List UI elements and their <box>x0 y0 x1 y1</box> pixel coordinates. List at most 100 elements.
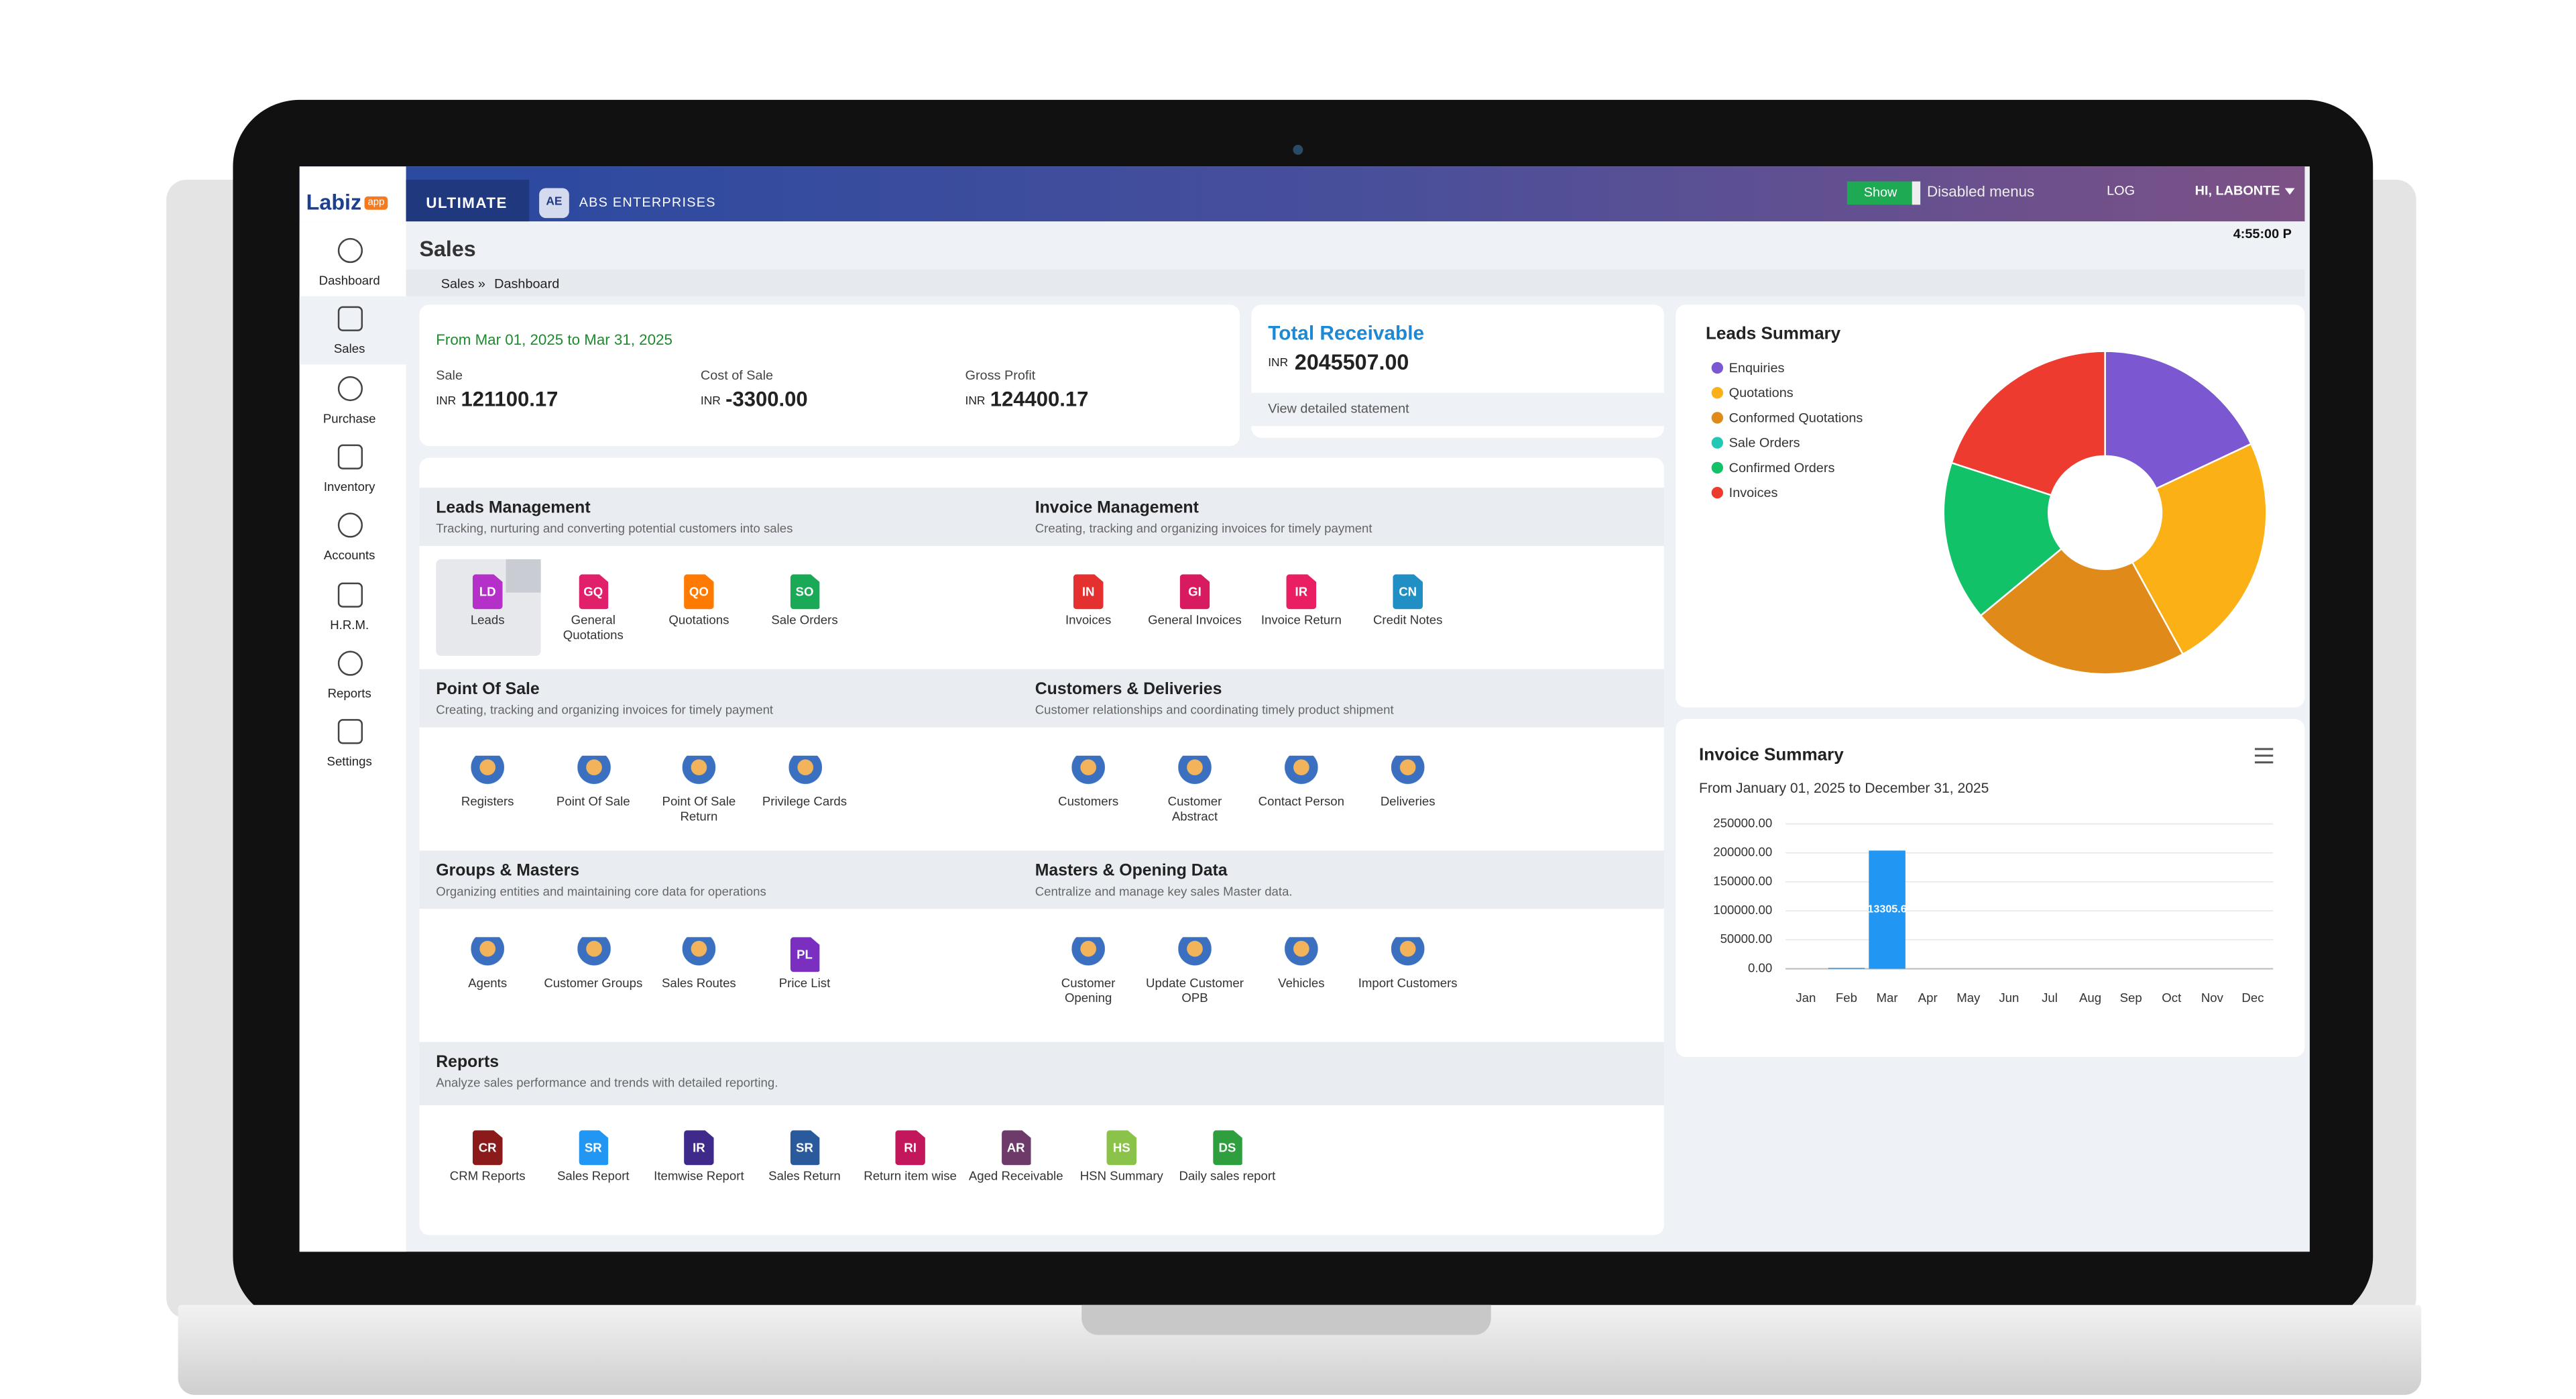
sidebar-icon <box>337 306 363 332</box>
item-label[interactable]: Sales Report <box>557 1168 630 1184</box>
item-label[interactable]: Deliveries <box>1380 793 1436 809</box>
item-label[interactable]: Customers <box>1058 793 1119 809</box>
sidebar-label[interactable]: Sales <box>333 341 365 357</box>
log[interactable]: LOG <box>2107 183 2135 199</box>
x-tick-label: Jan <box>1796 991 1816 1005</box>
item-icon[interactable]: IN <box>1073 574 1104 610</box>
item-label[interactable]: Leads <box>470 612 505 628</box>
receivable-link[interactable]: View detailed statement <box>1268 401 1409 416</box>
add-tab[interactable] <box>506 559 541 593</box>
item-icon[interactable] <box>1071 755 1105 789</box>
item-icon[interactable]: SO <box>789 574 820 610</box>
item-icon[interactable] <box>471 937 505 970</box>
item-icon[interactable] <box>471 755 505 789</box>
metric-label: Gross Profit <box>965 368 1036 383</box>
item-label[interactable]: Credit Notes <box>1372 612 1443 628</box>
company[interactable]: ABS ENTERPRISES <box>579 194 716 210</box>
item-label[interactable]: Update Customer OPB <box>1146 975 1244 1005</box>
item-label[interactable]: Point Of Sale <box>556 793 630 809</box>
item-label[interactable]: Daily sales report <box>1179 1168 1276 1184</box>
sidebar-label[interactable]: Settings <box>327 754 372 769</box>
item-icon[interactable] <box>682 937 716 970</box>
x-tick-label: Sep <box>2120 991 2142 1005</box>
item-label[interactable]: General Invoices <box>1148 612 1242 628</box>
toggle[interactable]: Show <box>1847 181 1921 205</box>
item-icon[interactable] <box>1285 937 1318 970</box>
sidebar-label[interactable]: Dashboard <box>318 273 380 288</box>
sidebar-label[interactable]: H.R.M. <box>330 616 369 632</box>
sidebar-label[interactable]: Reports <box>327 685 371 701</box>
item-label[interactable]: Point Of Sale Return <box>662 793 736 824</box>
item-icon[interactable]: AR <box>1000 1130 1031 1166</box>
plan: ULTIMATE <box>426 194 508 212</box>
item-label[interactable]: Import Customers <box>1358 975 1458 991</box>
item-icon[interactable]: CR <box>472 1130 503 1166</box>
section-subtitle: Creating, tracking and organizing invoic… <box>436 702 774 718</box>
pie-slice <box>1979 547 2184 675</box>
item-label[interactable]: Quotations <box>668 612 729 628</box>
item-icon[interactable] <box>1178 937 1212 970</box>
user-caret <box>2284 188 2295 195</box>
item-icon[interactable]: PL <box>789 937 820 972</box>
item-label[interactable]: Customer Abstract <box>1167 793 1222 824</box>
user[interactable]: HI, LABONTE <box>2194 183 2280 199</box>
section-band <box>419 850 1018 909</box>
item-label[interactable]: Itemwise Report <box>654 1168 744 1184</box>
item-icon[interactable] <box>788 755 821 789</box>
item-icon[interactable]: HS <box>1106 1130 1137 1166</box>
sidebar-label[interactable]: Accounts <box>323 548 375 563</box>
item-icon[interactable] <box>1391 755 1425 789</box>
item-label[interactable]: Customer Opening <box>1061 975 1116 1005</box>
item-icon[interactable]: DS <box>1212 1130 1242 1166</box>
item-label[interactable]: General Quotations <box>563 612 624 642</box>
company-badge: AE <box>539 188 569 219</box>
item-label[interactable]: Invoices <box>1065 612 1112 628</box>
item-icon[interactable] <box>682 755 716 789</box>
item-label[interactable]: Invoice Return <box>1261 612 1342 628</box>
item-icon[interactable]: QO <box>684 574 714 610</box>
item-icon[interactable] <box>576 937 610 970</box>
item-icon[interactable] <box>576 755 610 789</box>
sidebar-label[interactable]: Inventory <box>323 479 375 494</box>
item-icon[interactable]: RI <box>895 1130 925 1166</box>
leads-chart: Leads Summary Enquiries Quotations Conforme… <box>1706 323 2268 675</box>
item-label[interactable]: Sale Orders <box>771 612 838 628</box>
item-icon[interactable] <box>1285 755 1318 789</box>
item-label[interactable]: Privilege Cards <box>762 793 847 809</box>
item-icon[interactable]: SR <box>789 1130 820 1166</box>
summary-period: From Mar 01, 2025 to Mar 31, 2025 <box>436 331 672 348</box>
section-band <box>419 669 1018 728</box>
item-icon[interactable]: GQ <box>578 574 609 610</box>
item-label[interactable]: Agents <box>468 975 508 991</box>
item-label[interactable]: Price List <box>778 975 831 991</box>
item-icon[interactable]: IR <box>1286 574 1317 610</box>
sidebar-label[interactable]: Purchase <box>323 410 376 426</box>
item-icon[interactable]: CN <box>1393 574 1423 610</box>
item-icon[interactable] <box>1178 755 1212 789</box>
item-label[interactable]: Registers <box>461 793 514 809</box>
section-title: Invoice Management <box>1035 499 1199 518</box>
item-icon[interactable]: GI <box>1179 574 1210 610</box>
section-subtitle: Creating, tracking and organizing invoic… <box>1035 520 1372 537</box>
item-icon[interactable] <box>1071 937 1105 970</box>
item-icon[interactable]: SR <box>578 1130 609 1166</box>
item-label[interactable]: HSN Summary <box>1079 1168 1163 1184</box>
summary-card <box>419 304 1240 447</box>
breadcrumb-root[interactable]: Sales » <box>441 276 485 292</box>
breadcrumb-bar <box>406 270 2305 296</box>
item-icon[interactable] <box>1391 937 1425 970</box>
item-icon[interactable]: LD <box>472 574 503 610</box>
pie-slice <box>2104 350 2253 490</box>
item-label[interactable]: Aged Receivable <box>968 1168 1063 1184</box>
section-title: Groups & Masters <box>436 862 580 881</box>
item-label[interactable]: Sales Return <box>768 1168 841 1184</box>
x-tick-label: Dec <box>2241 991 2264 1005</box>
item-label[interactable]: Return item wise <box>864 1168 957 1184</box>
item-label[interactable]: Sales Routes <box>662 975 736 991</box>
item-label[interactable]: Contact Person <box>1258 793 1344 809</box>
item-icon[interactable]: IR <box>684 1130 714 1166</box>
metric-value: 124400.17 <box>990 388 1089 412</box>
item-label[interactable]: CRM Reports <box>449 1168 526 1184</box>
item-label[interactable]: Customer Groups <box>544 975 643 991</box>
item-label[interactable]: Vehicles <box>1278 975 1325 991</box>
